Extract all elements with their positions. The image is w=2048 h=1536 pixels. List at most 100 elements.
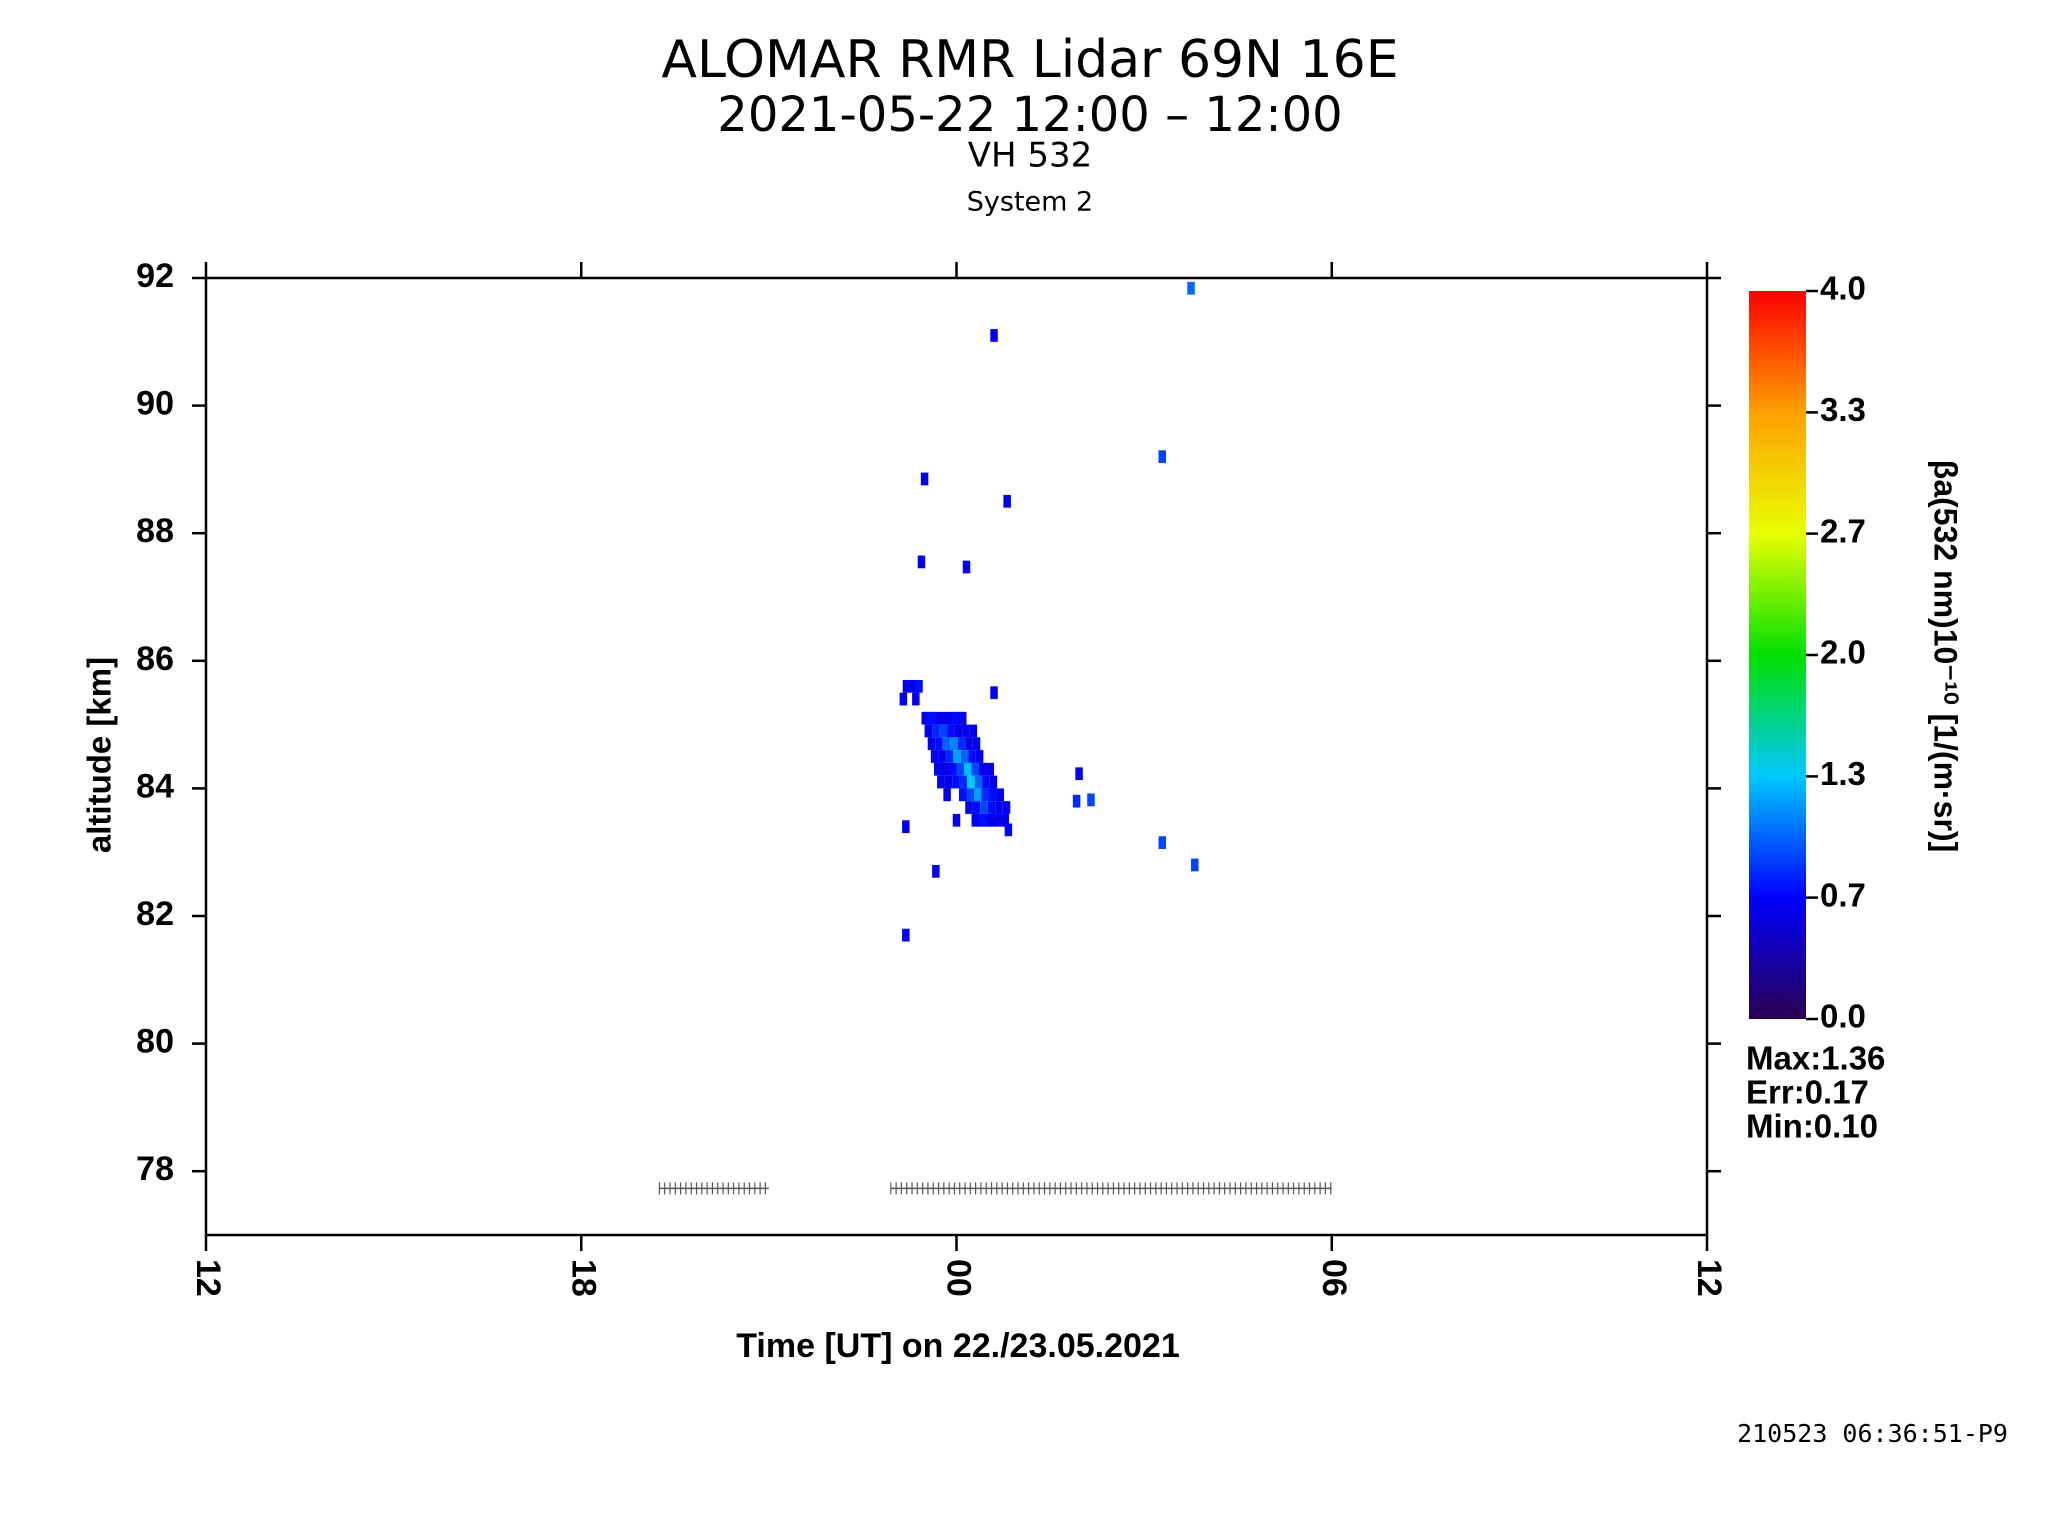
cell bbox=[959, 788, 967, 802]
stat: Min:0.10 bbox=[1746, 1108, 1878, 1145]
cell bbox=[912, 692, 920, 706]
cell bbox=[930, 750, 939, 763]
cell bbox=[1158, 450, 1167, 464]
cell bbox=[959, 775, 968, 789]
cell bbox=[1002, 801, 1011, 814]
cell bbox=[979, 813, 987, 827]
y-axis-label: altitude [km] bbox=[81, 657, 118, 853]
cell bbox=[972, 737, 981, 751]
cell bbox=[968, 750, 976, 763]
cell bbox=[966, 788, 975, 802]
cell bbox=[915, 679, 923, 693]
cell bbox=[952, 813, 961, 827]
stat: Err:0.17 bbox=[1746, 1074, 1869, 1111]
colorbar-tick-label: 0.7 bbox=[1820, 876, 1866, 913]
y-tick-label: 84 bbox=[136, 767, 174, 805]
colorbar-tick-label: 2.0 bbox=[1820, 634, 1866, 671]
chart-title: ALOMAR RMR Lidar 69N 16E bbox=[661, 30, 1398, 90]
colorbar-tick-label: 0.0 bbox=[1820, 998, 1866, 1035]
y-tick-label: 92 bbox=[136, 257, 174, 295]
system: System 2 bbox=[967, 187, 1093, 218]
cell bbox=[938, 750, 946, 763]
colorbar-tick-label: 3.3 bbox=[1820, 391, 1866, 428]
cell bbox=[986, 762, 995, 776]
cell bbox=[962, 560, 971, 574]
cell bbox=[902, 679, 911, 693]
cell bbox=[945, 750, 954, 763]
cell bbox=[982, 775, 990, 789]
cell bbox=[899, 692, 908, 706]
cell bbox=[969, 724, 978, 738]
cell bbox=[942, 737, 951, 751]
cell bbox=[902, 928, 910, 942]
cell bbox=[987, 801, 996, 814]
cell bbox=[937, 775, 945, 789]
x-tick-label: 12 bbox=[1690, 1259, 1728, 1297]
footer: 210523 06:36:51-P9 bbox=[1737, 1419, 2008, 1448]
cell bbox=[974, 788, 982, 802]
cell bbox=[1187, 281, 1195, 295]
cell bbox=[1004, 823, 1013, 837]
cell bbox=[962, 724, 970, 738]
cell bbox=[943, 788, 951, 802]
cell bbox=[952, 775, 960, 789]
cell bbox=[965, 737, 973, 751]
x-tick-label: 12 bbox=[189, 1259, 227, 1297]
x-tick-label: 06 bbox=[1315, 1259, 1353, 1297]
colorbar-label: βa(532 nm)10⁻¹⁰ [1/(m·sr)] bbox=[1928, 460, 1964, 852]
cell bbox=[948, 762, 957, 776]
y-tick-label: 80 bbox=[136, 1023, 174, 1061]
cell bbox=[932, 724, 940, 738]
y-tick-label: 86 bbox=[136, 640, 174, 678]
cell bbox=[941, 762, 949, 776]
cell bbox=[986, 813, 995, 827]
cell bbox=[957, 737, 966, 751]
cell bbox=[920, 472, 929, 486]
cell bbox=[935, 737, 943, 751]
cell bbox=[1075, 767, 1083, 781]
cell bbox=[964, 762, 972, 776]
cell bbox=[933, 762, 942, 776]
stat: Max:1.36 bbox=[1746, 1040, 1885, 1077]
cell bbox=[951, 711, 960, 725]
cell bbox=[924, 724, 933, 738]
cell bbox=[908, 679, 917, 693]
cell bbox=[996, 788, 1005, 802]
cell bbox=[990, 329, 998, 342]
x-tick-label: 18 bbox=[564, 1259, 602, 1297]
cell bbox=[990, 686, 998, 700]
cell bbox=[959, 711, 967, 725]
cell bbox=[953, 750, 961, 763]
y-tick-label: 78 bbox=[136, 1150, 174, 1188]
cell bbox=[971, 813, 980, 827]
cell bbox=[995, 801, 1003, 814]
cell bbox=[944, 775, 953, 789]
cell bbox=[1001, 813, 1010, 827]
colorbar-tick-label: 4.0 bbox=[1820, 270, 1866, 307]
cell bbox=[980, 801, 988, 814]
cell bbox=[967, 775, 975, 789]
cell bbox=[979, 762, 987, 776]
chart-subtitle: 2021-05-22 12:00 – 12:00 bbox=[717, 87, 1342, 143]
cell bbox=[1158, 836, 1167, 850]
cell bbox=[954, 724, 963, 738]
cell bbox=[1191, 858, 1199, 872]
colorbar-tick-label: 2.7 bbox=[1820, 512, 1866, 549]
cell bbox=[936, 711, 944, 725]
cell bbox=[939, 724, 948, 738]
cell bbox=[1003, 494, 1011, 508]
colorbar bbox=[1749, 291, 1806, 1019]
cell bbox=[902, 820, 910, 834]
cell bbox=[943, 711, 952, 725]
cell bbox=[981, 788, 990, 802]
cell bbox=[950, 737, 958, 751]
colorbar-tick-label: 1.3 bbox=[1820, 755, 1866, 792]
channel: VH 532 bbox=[968, 136, 1093, 176]
cell bbox=[994, 813, 1002, 827]
cell bbox=[1087, 793, 1095, 807]
cell bbox=[956, 762, 965, 776]
cell bbox=[971, 762, 980, 776]
cell bbox=[965, 801, 973, 814]
y-tick-label: 90 bbox=[136, 385, 174, 423]
